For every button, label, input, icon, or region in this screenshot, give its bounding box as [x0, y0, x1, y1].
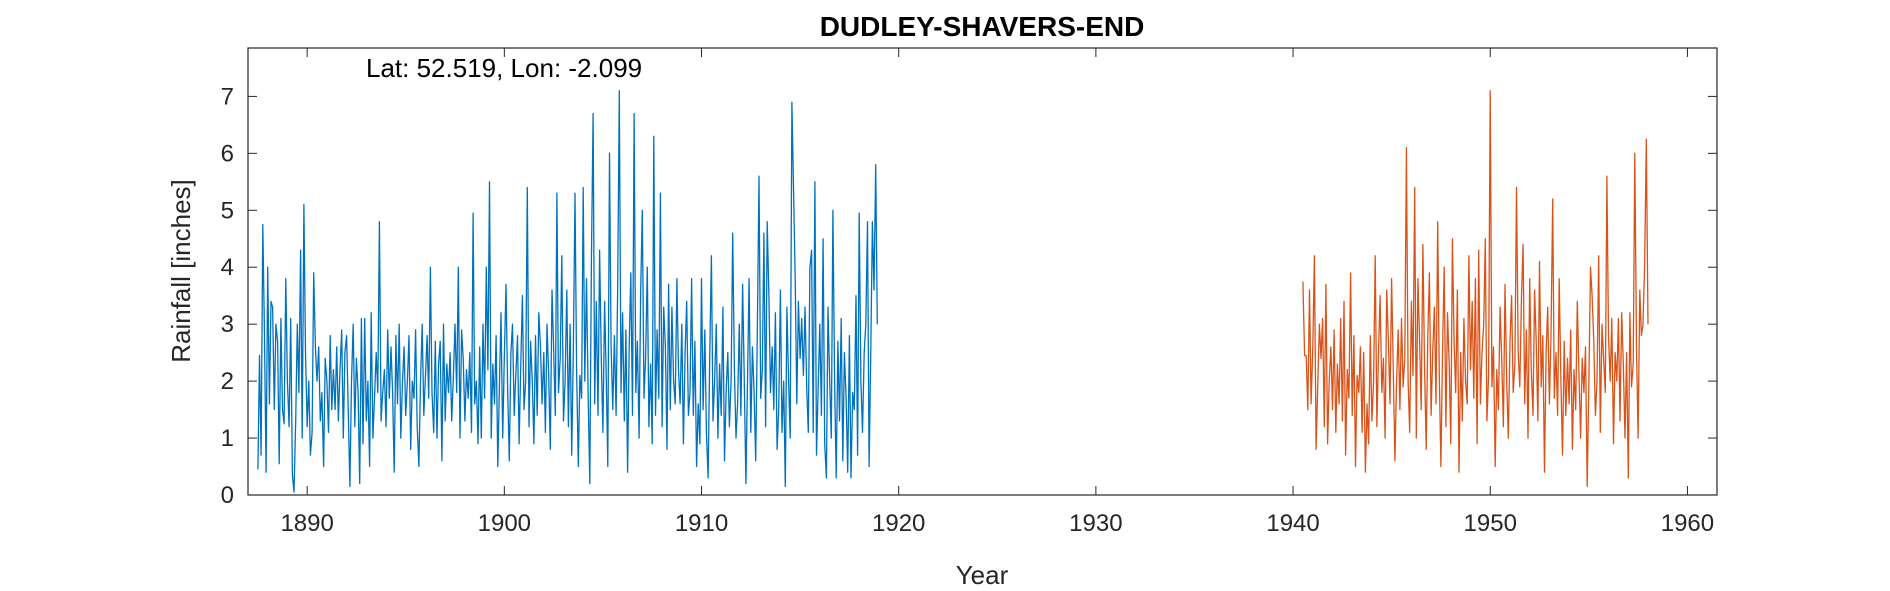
series-line-2 [1302, 90, 1649, 488]
series-line-1 [257, 90, 878, 493]
x-tick-label: 1890 [280, 510, 333, 537]
y-tick-label: 5 [221, 197, 234, 224]
chart-title: DUDLEY-SHAVERS-END [820, 11, 1145, 42]
x-axis: 1890 1900 1910 1920 1930 1940 1950 1960 [280, 48, 1714, 537]
y-tick-label: 1 [221, 425, 234, 452]
x-tick-label: 1930 [1069, 510, 1122, 537]
x-tick-label: 1940 [1266, 510, 1319, 537]
series-layer [257, 90, 1649, 493]
y-tick-label: 3 [221, 311, 234, 338]
x-axis-title: Year [956, 560, 1009, 590]
x-tick-label: 1920 [872, 510, 925, 537]
y-tick-label: 0 [221, 482, 234, 509]
plot-area [248, 48, 1717, 495]
y-axis-title: Rainfall [inches] [166, 179, 196, 363]
x-tick-label: 1900 [478, 510, 531, 537]
x-tick-label: 1910 [675, 510, 728, 537]
plot-frame [247, 47, 1718, 496]
x-tick-label: 1950 [1464, 510, 1517, 537]
y-tick-label: 6 [221, 140, 234, 167]
location-annotation: Lat: 52.519, Lon: -2.099 [366, 53, 642, 83]
x-tick-label: 1960 [1661, 510, 1714, 537]
y-axis: 0 1 2 3 4 5 6 7 [221, 83, 1717, 509]
y-tick-label: 7 [221, 83, 234, 110]
y-tick-label: 4 [221, 254, 234, 281]
y-tick-label: 2 [221, 368, 234, 395]
